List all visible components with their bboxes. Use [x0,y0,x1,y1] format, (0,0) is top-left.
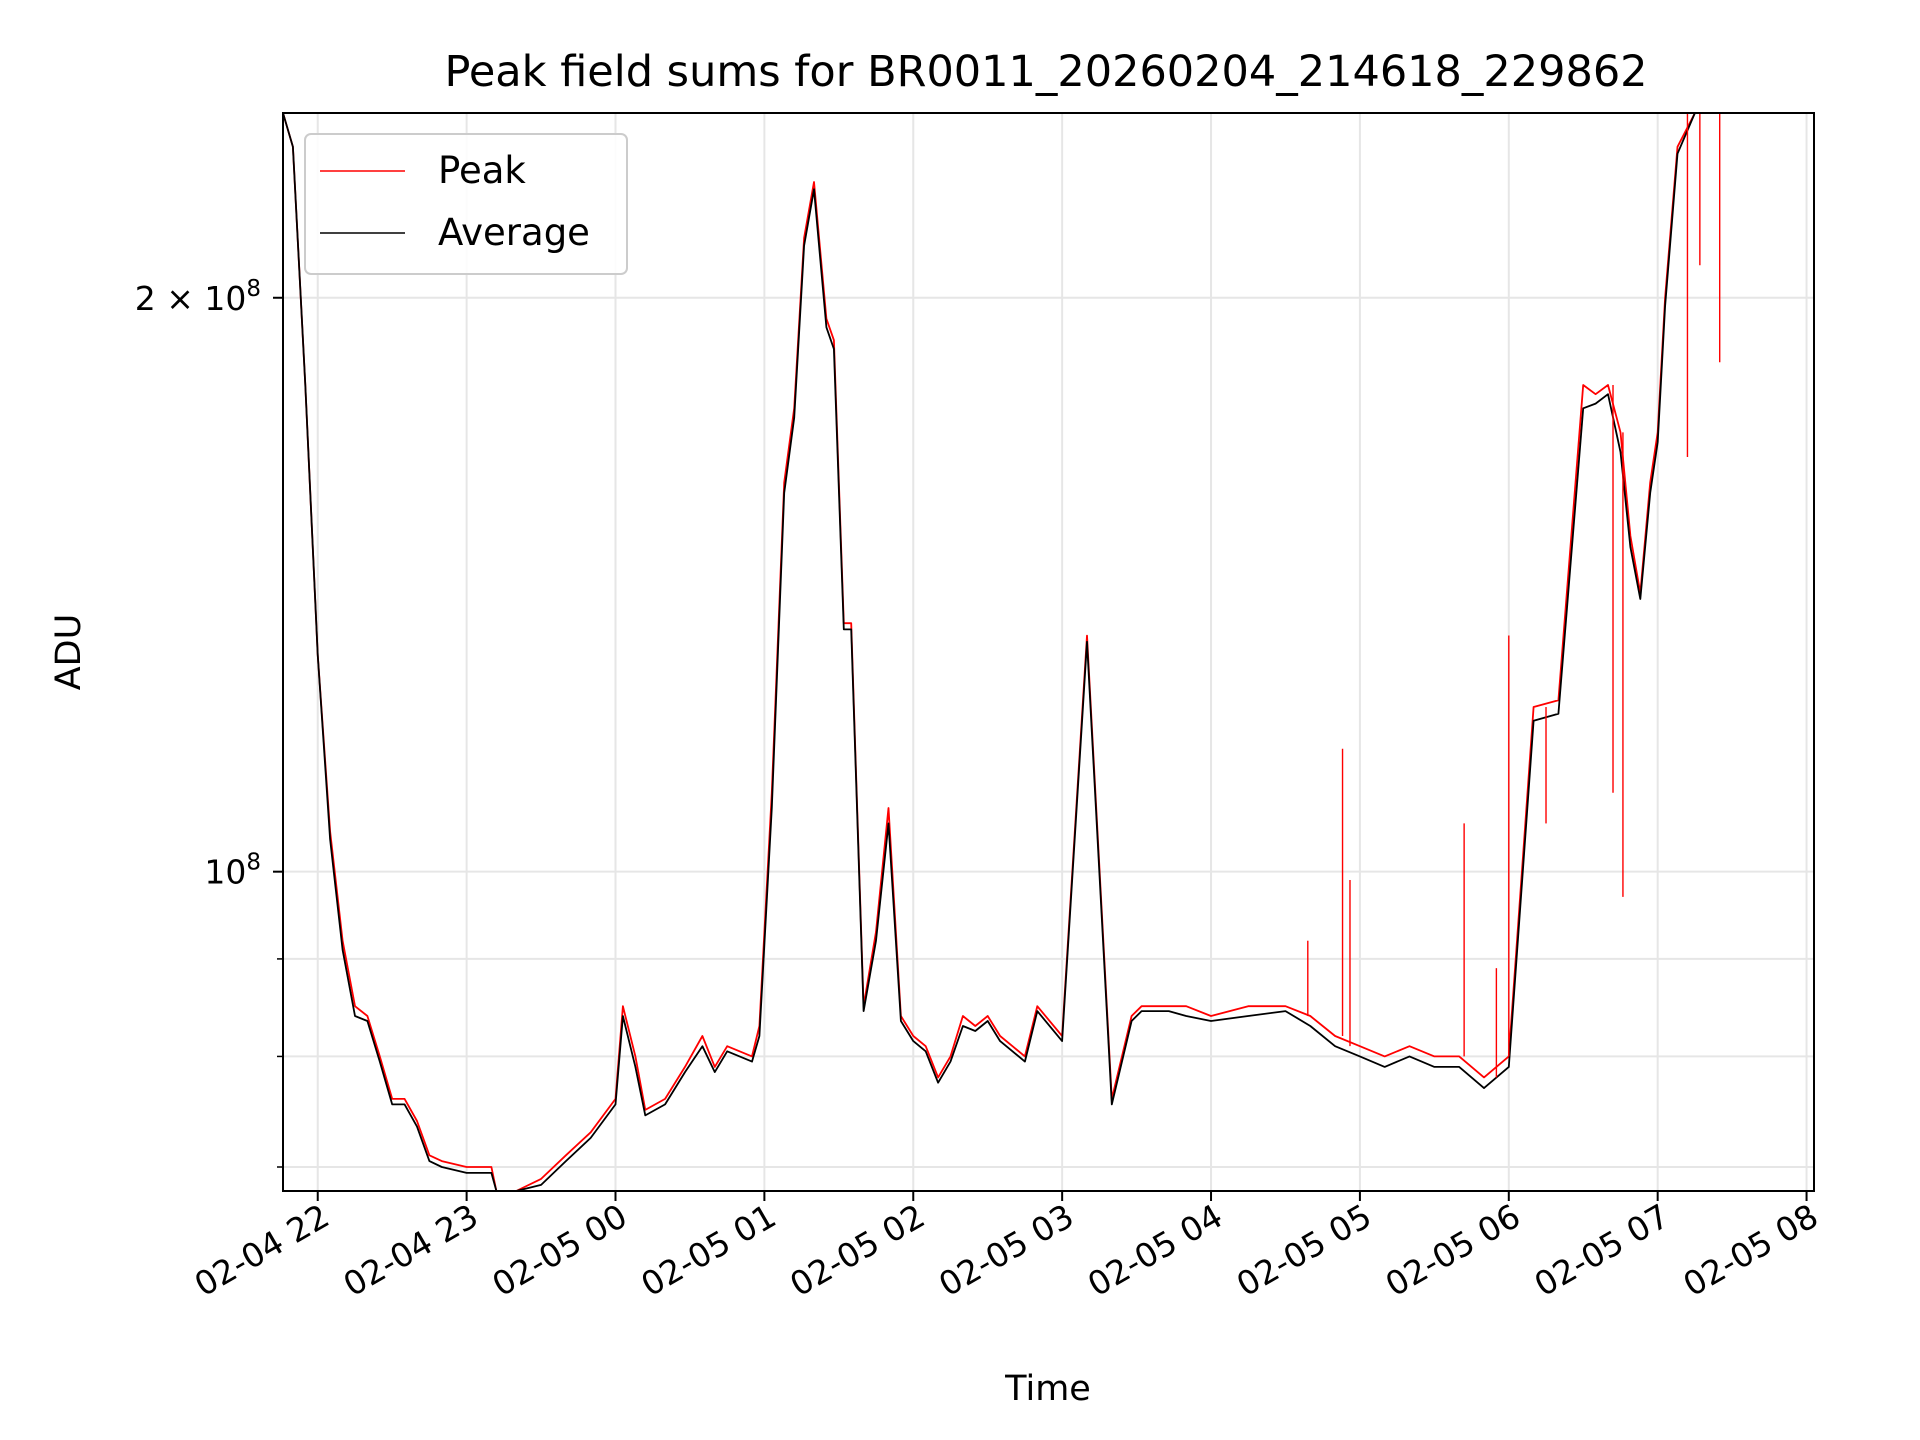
x-tick-label: 02-05 06 [1379,1196,1527,1304]
x-tick-label: 02-05 00 [486,1196,634,1304]
grid [283,113,1814,1191]
x-tick-label: 02-05 01 [634,1196,782,1304]
y-axis: 108 2 × 108 [135,276,283,1168]
y-tick-label: 108 [204,850,261,892]
legend-peak-label: Peak [438,149,526,192]
x-tick-label: 02-05 07 [1528,1196,1676,1304]
x-axis: 02-04 22 02-04 23 02-05 00 02-05 01 02-05 02… [188,1191,1825,1304]
legend-average-label: Average [438,211,590,254]
plot-frame [282,112,1815,1192]
x-tick-label: 02-05 03 [932,1196,1080,1304]
x-tick-label: 02-05 04 [1081,1196,1229,1304]
legend: Peak Average [304,133,628,275]
x-tick-label: 02-05 02 [783,1196,931,1304]
chart-title: Peak field sums for BR0011_20260204_2146… [444,47,1647,97]
y-tick-label: 2 × 108 [135,276,261,318]
x-axis-title: Time [1004,1369,1091,1409]
y-axis-title: ADU [49,614,89,691]
x-tick-label: 02-05 05 [1230,1196,1378,1304]
legend-box [304,133,628,275]
x-tick-label: 02-04 23 [337,1196,485,1304]
x-tick-label: 02-04 22 [188,1196,336,1304]
x-tick-label: 02-05 08 [1677,1196,1825,1304]
